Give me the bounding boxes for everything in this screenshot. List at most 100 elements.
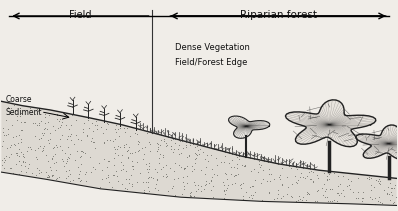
Point — [359, 196, 365, 200]
Point — [202, 157, 208, 161]
Point — [9, 124, 15, 127]
Point — [228, 165, 234, 169]
Point — [388, 187, 394, 190]
Point — [162, 163, 169, 166]
Point — [251, 168, 257, 171]
Point — [20, 152, 26, 156]
Point — [231, 166, 237, 169]
Point — [222, 154, 228, 158]
Point — [101, 158, 107, 161]
Point — [187, 143, 193, 146]
Point — [29, 171, 35, 175]
Point — [111, 173, 117, 177]
Point — [37, 144, 43, 147]
Point — [78, 162, 84, 166]
Point — [5, 106, 11, 109]
Point — [145, 180, 151, 184]
Point — [35, 172, 42, 175]
Point — [164, 143, 170, 147]
Point — [232, 174, 238, 177]
Point — [12, 162, 19, 165]
Point — [207, 154, 214, 157]
Point — [320, 193, 326, 196]
Point — [213, 174, 220, 177]
Point — [55, 127, 61, 130]
Point — [25, 145, 31, 148]
Point — [60, 160, 66, 163]
Point — [124, 187, 131, 191]
Point — [147, 142, 153, 146]
Point — [76, 176, 82, 180]
Point — [45, 139, 51, 142]
Point — [68, 124, 74, 127]
Point — [36, 108, 43, 111]
Point — [33, 174, 39, 177]
Point — [115, 153, 122, 156]
Point — [94, 127, 100, 131]
Point — [369, 197, 375, 200]
Point — [221, 160, 227, 164]
Point — [327, 199, 333, 202]
Point — [134, 133, 140, 136]
Point — [329, 188, 335, 191]
Point — [42, 122, 49, 125]
Point — [268, 172, 275, 176]
Point — [46, 142, 52, 145]
Point — [7, 166, 14, 170]
Point — [294, 181, 300, 184]
Point — [35, 110, 41, 113]
Point — [284, 176, 291, 179]
Point — [312, 199, 318, 203]
Point — [77, 156, 84, 159]
Point — [155, 142, 162, 145]
Point — [90, 129, 97, 132]
Point — [144, 185, 151, 189]
Point — [306, 192, 313, 196]
Point — [67, 152, 74, 155]
Point — [179, 180, 186, 183]
Point — [12, 108, 18, 112]
Point — [131, 132, 138, 135]
Point — [377, 182, 383, 185]
Point — [86, 126, 92, 130]
Point — [203, 165, 210, 169]
Text: Sediment: Sediment — [5, 108, 42, 117]
Point — [57, 118, 63, 121]
Point — [26, 107, 33, 110]
Point — [14, 151, 20, 155]
Point — [39, 146, 46, 150]
Point — [0, 145, 5, 148]
Point — [297, 197, 303, 200]
Point — [83, 170, 90, 173]
Point — [308, 169, 314, 173]
Point — [51, 161, 58, 165]
Point — [188, 194, 195, 198]
Point — [92, 168, 98, 171]
Point — [145, 176, 151, 179]
Point — [76, 172, 82, 176]
Point — [240, 194, 246, 197]
Point — [160, 153, 166, 156]
Point — [94, 124, 100, 127]
Point — [81, 122, 87, 125]
Point — [196, 152, 203, 156]
Point — [322, 195, 328, 198]
Point — [370, 185, 377, 189]
Point — [315, 188, 321, 191]
Point — [295, 178, 301, 182]
Point — [153, 182, 159, 186]
Point — [6, 145, 13, 148]
Point — [387, 191, 394, 194]
Point — [284, 192, 290, 195]
Point — [160, 156, 166, 159]
Point — [143, 162, 150, 165]
Point — [256, 166, 263, 169]
Point — [85, 118, 91, 122]
Point — [192, 161, 198, 164]
Point — [203, 180, 209, 183]
Point — [373, 178, 380, 181]
Point — [23, 149, 30, 152]
Point — [60, 164, 67, 167]
Point — [279, 167, 285, 170]
Point — [98, 178, 105, 181]
